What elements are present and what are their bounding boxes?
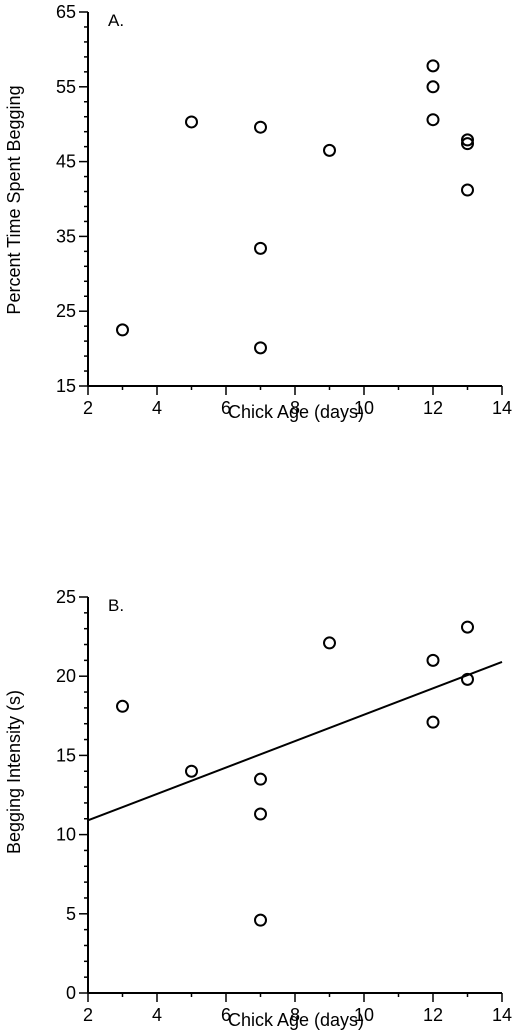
panel-a-x-tick-label: 4: [152, 398, 162, 418]
panel-b-data-point: [426, 653, 440, 667]
panel-b-data-point: [254, 772, 267, 786]
panel-b-regression-line: [87, 661, 503, 822]
panel-a-x-tick-label: 6: [221, 398, 231, 418]
panel-a-x-tick-label: 2: [83, 398, 93, 418]
panel-a-x-tick-label: 8: [290, 398, 300, 418]
panel-a-data-point: [254, 120, 267, 134]
panel-b-data-point: [426, 715, 440, 729]
panel-b-x-tick-label: 10: [354, 1005, 374, 1025]
panel-a-y-tick-label: 55: [56, 77, 76, 97]
panel-a-data-point: [426, 113, 440, 127]
panel-b-data-point: [461, 620, 474, 634]
panel-a-x-axis-title: Chick Age (days): [228, 402, 364, 422]
panel-b-y-tick-label: 5: [66, 904, 76, 924]
panel-b-x-tick-label: 12: [423, 1005, 443, 1025]
panel-a-y-tick-label: 15: [56, 376, 76, 396]
panel-a-scatter-chart: A. Chick Age (days) Percent Time Spent B…: [4, 2, 512, 422]
panel-a-x-tick-label: 10: [354, 398, 374, 418]
panel-a-data-point: [116, 323, 129, 337]
panel-b-x-tick-label: 14: [492, 1005, 512, 1025]
panel-a-y-tick-label: 35: [56, 226, 76, 246]
panel-a-y-axis-title: Percent Time Spent Begging: [4, 85, 24, 314]
panel-a-data-point: [254, 341, 267, 355]
panel-a-x-tick-label: 12: [423, 398, 443, 418]
panel-a-data-point: [426, 80, 440, 94]
panel-b-scatter-chart: B. Chick Age (days) Begging Intensity (s…: [4, 587, 512, 1030]
panel-b-label: B.: [108, 596, 124, 615]
panel-a-data-point: [461, 137, 474, 151]
panel-b-y-tick-label: 15: [56, 745, 76, 765]
panel-a-y-tick-label: 45: [56, 152, 76, 172]
panel-b-data-point: [323, 636, 336, 650]
panel-b-data-point: [254, 807, 267, 821]
panel-b-data-point: [254, 913, 267, 927]
panel-b-data-point: [185, 764, 198, 778]
panel-a-y-tick-label: 25: [56, 301, 76, 321]
panel-b-x-tick-label: 6: [221, 1005, 231, 1025]
panel-b-data-point: [116, 699, 129, 713]
panel-b-x-tick-label: 8: [290, 1005, 300, 1025]
panel-b-y-axis-title: Begging Intensity (s): [4, 690, 24, 854]
panel-b-y-tick-label: 10: [56, 825, 76, 845]
panel-a-data-point: [461, 183, 474, 197]
panel-a-x-tick-label: 14: [492, 398, 512, 418]
panel-a-data-point: [323, 143, 336, 157]
panel-a-label: A.: [108, 11, 124, 30]
panel-a-data-point: [461, 133, 474, 147]
panel-b-x-axis-title: Chick Age (days): [228, 1010, 364, 1030]
panel-a-y-tick-label: 65: [56, 2, 76, 22]
panel-b-data-point: [461, 672, 474, 686]
panel-b-x-tick-label: 4: [152, 1005, 162, 1025]
panel-b-y-tick-label: 0: [66, 983, 76, 1003]
panel-a-data-point: [185, 115, 198, 129]
panel-b-x-tick-label: 2: [83, 1005, 93, 1025]
panel-a-data-point: [426, 59, 440, 73]
panel-b-y-tick-label: 20: [56, 666, 76, 686]
panel-a-data-point: [254, 241, 267, 255]
panel-b-y-tick-label: 25: [56, 587, 76, 607]
